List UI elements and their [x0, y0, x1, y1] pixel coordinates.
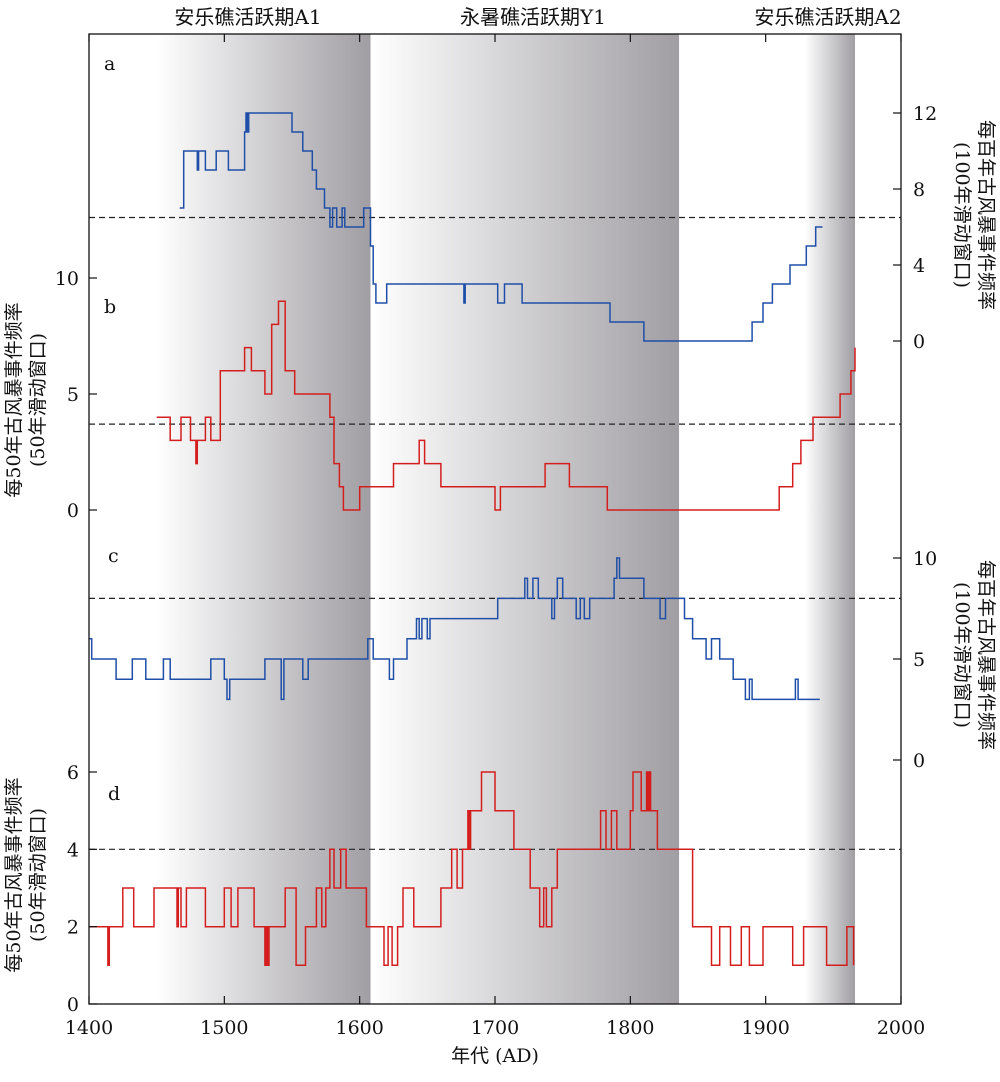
period-labels: 安乐礁活跃期A1 永暑礁活跃期Y1 安乐礁活跃期A2: [174, 5, 901, 29]
y-axis-title-left-lower: 每50年古风暴事件频率 (50年滑动窗口): [3, 777, 49, 972]
y-axis-title-right-lower-line2: (100年滑动窗口): [951, 582, 973, 728]
series-line-d: [89, 771, 855, 967]
y-tick-label-right: 5: [913, 649, 925, 671]
y-tick-label-left: 5: [67, 384, 79, 406]
y-axis-title-right-lower: 每百年古风暴事件频率(100年滑动窗口): [951, 560, 997, 750]
period-label-a2: 安乐礁活跃期A2: [754, 5, 901, 29]
y-tick-label-right: 0: [913, 750, 925, 772]
y-axis-title-left-upper-line1: 每50年古风暴事件频率: [3, 302, 25, 497]
x-tick-label: 2000: [877, 1017, 925, 1039]
x-tick-label: 1800: [606, 1017, 654, 1039]
panel-letter-d: d: [108, 783, 120, 805]
panel-letter-a: a: [104, 53, 115, 75]
panel-letter-b: b: [104, 296, 116, 318]
y-axis-title-right-upper-line2: (100年滑动窗口): [951, 142, 973, 288]
y-axis-title-right-upper-line1: 每百年古风暴事件频率: [975, 120, 997, 310]
x-axis-title: 年代 (AD): [451, 1045, 539, 1067]
y-axis-title-left-upper: 每50年古风暴事件频率 (50年滑动窗口): [3, 302, 49, 497]
y-axis-title-right-upper: 每百年古风暴事件频率(100年滑动窗口): [951, 120, 997, 310]
y-tick-label-left: 2: [67, 917, 79, 939]
period-shade-1: [156, 34, 371, 1004]
period-shading: [156, 34, 855, 1004]
panel-letter-c: c: [108, 545, 119, 567]
x-tick-label: 1400: [65, 1017, 113, 1039]
series-line-c: [89, 557, 820, 701]
y-axis-title-left-lower-line1: 每50年古风暴事件频率: [3, 777, 25, 972]
x-tick-label: 1700: [471, 1017, 519, 1039]
period-shade-3: [804, 34, 855, 1004]
y-tick-label-right: 4: [913, 255, 925, 277]
period-label-a1: 安乐礁活跃期A1: [174, 5, 321, 29]
axes: 1400 1500 1600 1700 1800 1900 2000 0 4 8 12 0 5 10 0 5 1…: [3, 34, 997, 1039]
y-tick-label-left: 0: [67, 500, 79, 522]
y-tick-label-right: 12: [913, 103, 937, 125]
y-axis-title-right-lower-line1: 每百年古风暴事件频率: [975, 560, 997, 750]
x-tick-label: 1900: [741, 1017, 789, 1039]
y-axis-title-left-upper-line2: (50年滑动窗口): [27, 333, 49, 467]
y-tick-label-right: 8: [913, 179, 925, 201]
series-line-a: [179, 112, 823, 342]
y-tick-label-left: 6: [67, 762, 79, 784]
y-tick-label-right: 0: [913, 331, 925, 353]
series-line-b: [156, 300, 856, 511]
y-tick-label-left: 10: [55, 268, 79, 290]
y-tick-label-left: 4: [67, 839, 79, 861]
y-axis-title-left-lower-line2: (50年滑动窗口): [27, 808, 49, 942]
x-tick-label: 1600: [335, 1017, 383, 1039]
x-tick-label: 1500: [200, 1017, 248, 1039]
threshold-lines: [89, 216, 901, 850]
data-series: [89, 112, 856, 967]
period-label-y1: 永暑礁活跃期Y1: [460, 5, 606, 29]
y-tick-label-right: 10: [913, 548, 937, 570]
y-tick-label-left: 0: [67, 994, 79, 1016]
period-shade-2: [370, 34, 680, 1004]
